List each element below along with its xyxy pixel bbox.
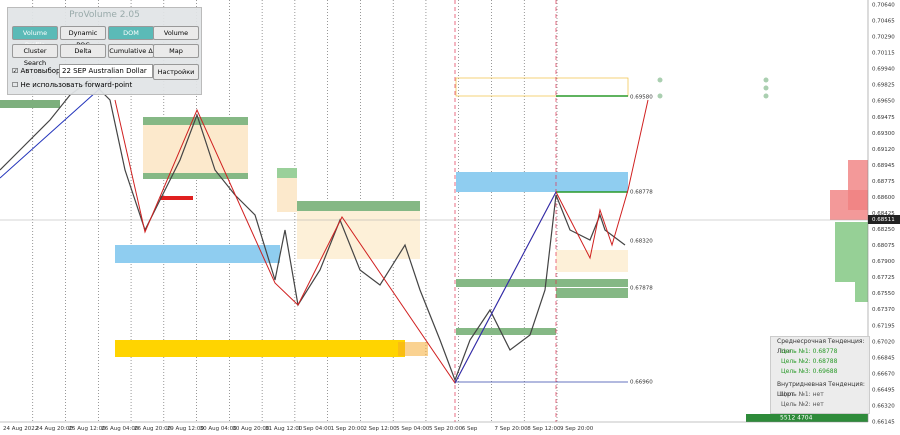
forward-point[interactable]: ☐ Не использовать forward-point	[12, 81, 133, 89]
time-label: 26 Aug 04:00	[101, 426, 139, 432]
price-label: 0.69120	[872, 147, 895, 153]
price-label: 0.69300	[872, 131, 895, 137]
price-label: 0.66495	[872, 387, 895, 393]
price-label: 0.70640	[872, 3, 895, 9]
price-label: 0.69650	[872, 99, 895, 105]
zones	[0, 77, 868, 422]
settings-button[interactable]: Настройки	[153, 64, 199, 80]
price-label: 0.66845	[872, 355, 895, 361]
trend: Внутридневная Тенденция: Шорт	[777, 381, 865, 398]
price-label: 0.67900	[872, 259, 895, 265]
panel-button[interactable]: Cumulative Δ	[108, 44, 154, 58]
time-label: 9 Sep 20:00	[560, 426, 594, 432]
target: Цель №1: 0.68778	[781, 348, 838, 355]
price-label: 0.69825	[872, 83, 895, 89]
price-label: 0.67550	[872, 291, 895, 297]
volume-label: 5512 4704	[780, 415, 813, 422]
time-label: 25 Aug 12:00	[69, 426, 107, 432]
price-label: 0.66320	[872, 403, 895, 409]
time-label: 7 Sep 20:00	[494, 426, 528, 432]
price-label: 0.68600	[872, 195, 895, 201]
price-label: 0.67020	[872, 339, 895, 345]
panel-button[interactable]: Map	[153, 44, 199, 58]
price-label: 0.68425	[872, 211, 895, 217]
price-label: 0.66145	[872, 420, 895, 426]
forward-point-label: Не использовать forward-point	[20, 81, 133, 89]
target: Цель №3: 0.69688	[781, 368, 838, 375]
price-label: 0.70290	[872, 35, 895, 41]
panel-button[interactable]: DOM	[108, 26, 154, 40]
time-label: 29 Aug 12:00	[167, 426, 205, 432]
auto-select-label: Автовыбор	[20, 67, 61, 75]
time-label: 8 Sep 12:00	[527, 426, 561, 432]
price-label: 0.68250	[872, 227, 895, 233]
level-label: 0.68320	[630, 239, 653, 245]
panel-button[interactable]: Delta	[60, 44, 106, 58]
price-label: 0.70465	[872, 19, 895, 25]
panel-button[interactable]: Dynamic POC	[60, 26, 106, 49]
time-label: 31 Aug 12:00	[265, 426, 303, 432]
level-label: 0.69580	[630, 95, 653, 101]
trend: Среднесрочная Тенденция: Лонг	[777, 338, 865, 355]
info-box: Среднесрочная Тенденция: Лонг Цель №1: 0…	[770, 336, 870, 414]
price-label: 0.69475	[872, 115, 895, 121]
price-label: 0.70115	[872, 51, 895, 57]
instrument-select[interactable]: 22 SEP Australian Dollar	[59, 64, 153, 78]
time-label: 1 Sep 20:00	[331, 426, 365, 432]
price-label: 0.68775	[872, 179, 895, 185]
target: Цель №2: нет	[781, 401, 824, 408]
time-label: 5 Sep 04:00	[396, 426, 430, 432]
panel-title: ProVolume 2.05	[69, 10, 140, 20]
time-label: 26 Aug 20:00	[134, 426, 172, 432]
level-label: 0.68778	[630, 190, 653, 196]
current-price-bg	[868, 215, 900, 224]
time-label: 6 Sep	[462, 426, 478, 432]
time-label: 30 Aug 20:00	[232, 426, 270, 432]
price-label: 0.67195	[872, 323, 895, 329]
time-label: 24 Aug 20:00	[36, 426, 74, 432]
current-price: 0.68511	[872, 217, 895, 223]
price-label: 0.66670	[872, 371, 895, 377]
target-dots	[657, 77, 769, 99]
price-label: 0.67370	[872, 307, 895, 313]
time-label: 2 Sep 12:00	[363, 426, 397, 432]
time-label: 30 Aug 04:00	[200, 426, 238, 432]
price-label: 0.68945	[872, 163, 895, 169]
price-axis: 0.70640 0.70465 0.70290 0.70115 0.69940 0.698…	[872, 3, 895, 426]
panel-button[interactable]: Volume Profile	[12, 26, 58, 49]
price-label: 0.68075	[872, 243, 895, 249]
target: Цель №2: 0.68788	[781, 358, 838, 365]
level-label: 0.67878	[630, 286, 653, 292]
provolume-panel: ProVolume 2.05 Volume Profile Dynamic PO…	[7, 7, 202, 95]
panel-button[interactable]: Cluster Search	[12, 44, 58, 67]
volume-profile	[830, 160, 868, 302]
price-label: 0.67725	[872, 275, 895, 281]
time-label: 1 Sep 04:00	[298, 426, 332, 432]
time-label: 24 Aug 2022	[3, 426, 38, 432]
time-label: 5 Sep 20:00	[429, 426, 463, 432]
panel-button[interactable]: Volume	[153, 26, 199, 40]
trend-line	[454, 191, 557, 384]
target: Цель №1: нет	[781, 391, 824, 398]
level-label: 0.66960	[630, 380, 653, 386]
auto-select[interactable]: ☑ Автовыбор	[12, 67, 61, 75]
price-series	[0, 79, 626, 382]
price-label: 0.69940	[872, 67, 895, 73]
